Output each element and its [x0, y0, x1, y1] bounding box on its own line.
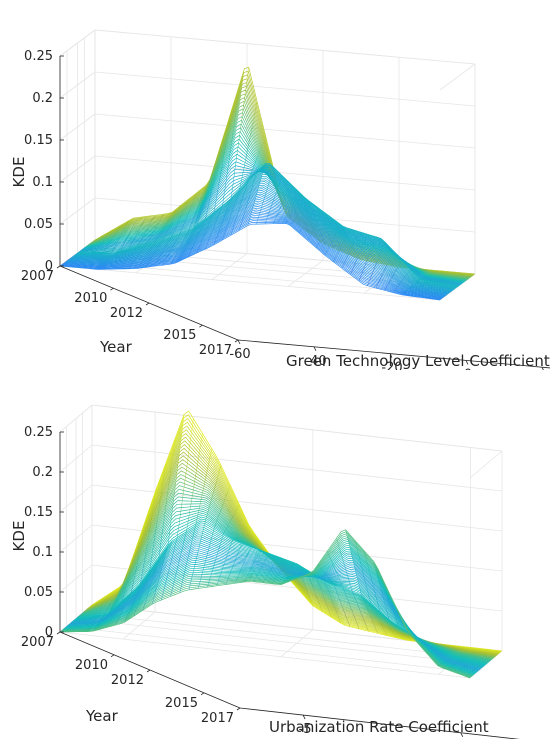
z-tick-label: 0.1 [32, 545, 53, 560]
x-tick-label: -20 [381, 361, 402, 370]
year-tick-label: 2015 [163, 328, 196, 343]
z-tick-label: 0.2 [32, 465, 53, 480]
year-tick-label: 2010 [74, 291, 107, 306]
z-tick-label: 0.05 [24, 217, 53, 232]
z-tick-label: 0.15 [24, 133, 53, 148]
year-tick-label: 2015 [165, 696, 198, 711]
x-tick-label: 0 [464, 367, 472, 370]
year-tick-label: 2012 [110, 306, 143, 321]
z-tick-label: 0.05 [24, 585, 53, 600]
z-tick-label: 0.25 [24, 425, 53, 440]
year-tick-label: 2017 [199, 343, 232, 358]
x-tick-label: -5 [299, 722, 312, 737]
year-tick-label: 2010 [75, 658, 108, 673]
x-axis-title: Urbanization Rate Coefficient [269, 718, 489, 736]
z-tick-label: 0.1 [32, 175, 53, 190]
z-axis-title: KDE [10, 521, 28, 552]
surface-mesh [59, 66, 476, 301]
year-tick-label: 2017 [201, 711, 234, 726]
year-tick-label: 2007 [21, 269, 54, 284]
x-axis [239, 707, 520, 739]
x-axis-title: Green Technology Level Coefficient [286, 352, 550, 370]
x-tick-label: -60 [229, 347, 250, 362]
z-tick-label: 0.15 [24, 505, 53, 520]
grid-lines [59, 404, 503, 679]
year-tick-label: 2007 [21, 635, 54, 650]
x-axis [237, 339, 550, 369]
z-tick-label: 0 [45, 625, 53, 640]
year-tick-label: 2012 [111, 673, 144, 688]
y-axis-title: Year [85, 707, 119, 725]
z-axis-title: KDE [10, 157, 28, 188]
z-tick-label: 0.25 [24, 49, 53, 64]
x-tick-label: -40 [305, 354, 326, 369]
surface-mesh [59, 410, 503, 679]
z-tick-label: 0.2 [32, 91, 53, 106]
y-axis-title: Year [99, 338, 133, 356]
z-tick-label: 0 [45, 259, 53, 274]
